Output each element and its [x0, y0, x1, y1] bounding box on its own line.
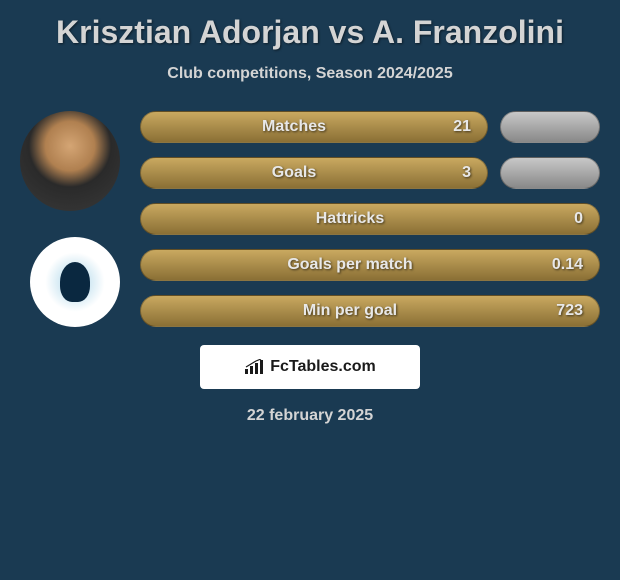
stat-pill-right [500, 157, 600, 189]
club-logo-icon [40, 247, 110, 317]
stat-value-left: 0 [543, 210, 583, 228]
stat-row-goals: Goals 3 [140, 157, 600, 189]
stat-label: Goals per match [157, 256, 543, 274]
brand-box: FcTables.com [200, 345, 420, 389]
player-2-club-logo [30, 237, 120, 327]
stat-row-min-per-goal: Min per goal 723 [140, 295, 600, 327]
brand-label: FcTables.com [270, 358, 376, 376]
stat-label: Min per goal [157, 302, 543, 320]
stat-pill-left: Matches 21 [140, 111, 488, 143]
stat-label: Hattricks [157, 210, 543, 228]
stat-label: Matches [157, 118, 431, 136]
content-row: Matches 21 Goals 3 Hattricks [10, 111, 610, 327]
subtitle: Club competitions, Season 2024/2025 [10, 65, 610, 83]
stat-pill-left: Hattricks 0 [140, 203, 600, 235]
date-text: 22 february 2025 [10, 407, 610, 425]
stat-pill-left: Goals per match 0.14 [140, 249, 600, 281]
stats-area: Matches 21 Goals 3 Hattricks [140, 111, 600, 327]
page-title: Krisztian Adorjan vs A. Franzolini [10, 14, 610, 51]
stat-pill-right [500, 111, 600, 143]
stat-value-left: 21 [431, 118, 471, 136]
stat-row-goals-per-match: Goals per match 0.14 [140, 249, 600, 281]
stat-row-hattricks: Hattricks 0 [140, 203, 600, 235]
stat-value-left: 0.14 [543, 256, 583, 274]
chart-icon [244, 359, 264, 375]
player-1-avatar [20, 111, 120, 211]
stat-value-left: 723 [543, 302, 583, 320]
stat-pill-left: Goals 3 [140, 157, 488, 189]
stat-pill-left: Min per goal 723 [140, 295, 600, 327]
stat-row-matches: Matches 21 [140, 111, 600, 143]
comparison-infographic: Krisztian Adorjan vs A. Franzolini Club … [0, 0, 620, 580]
stat-value-left: 3 [431, 164, 471, 182]
stat-label: Goals [157, 164, 431, 182]
